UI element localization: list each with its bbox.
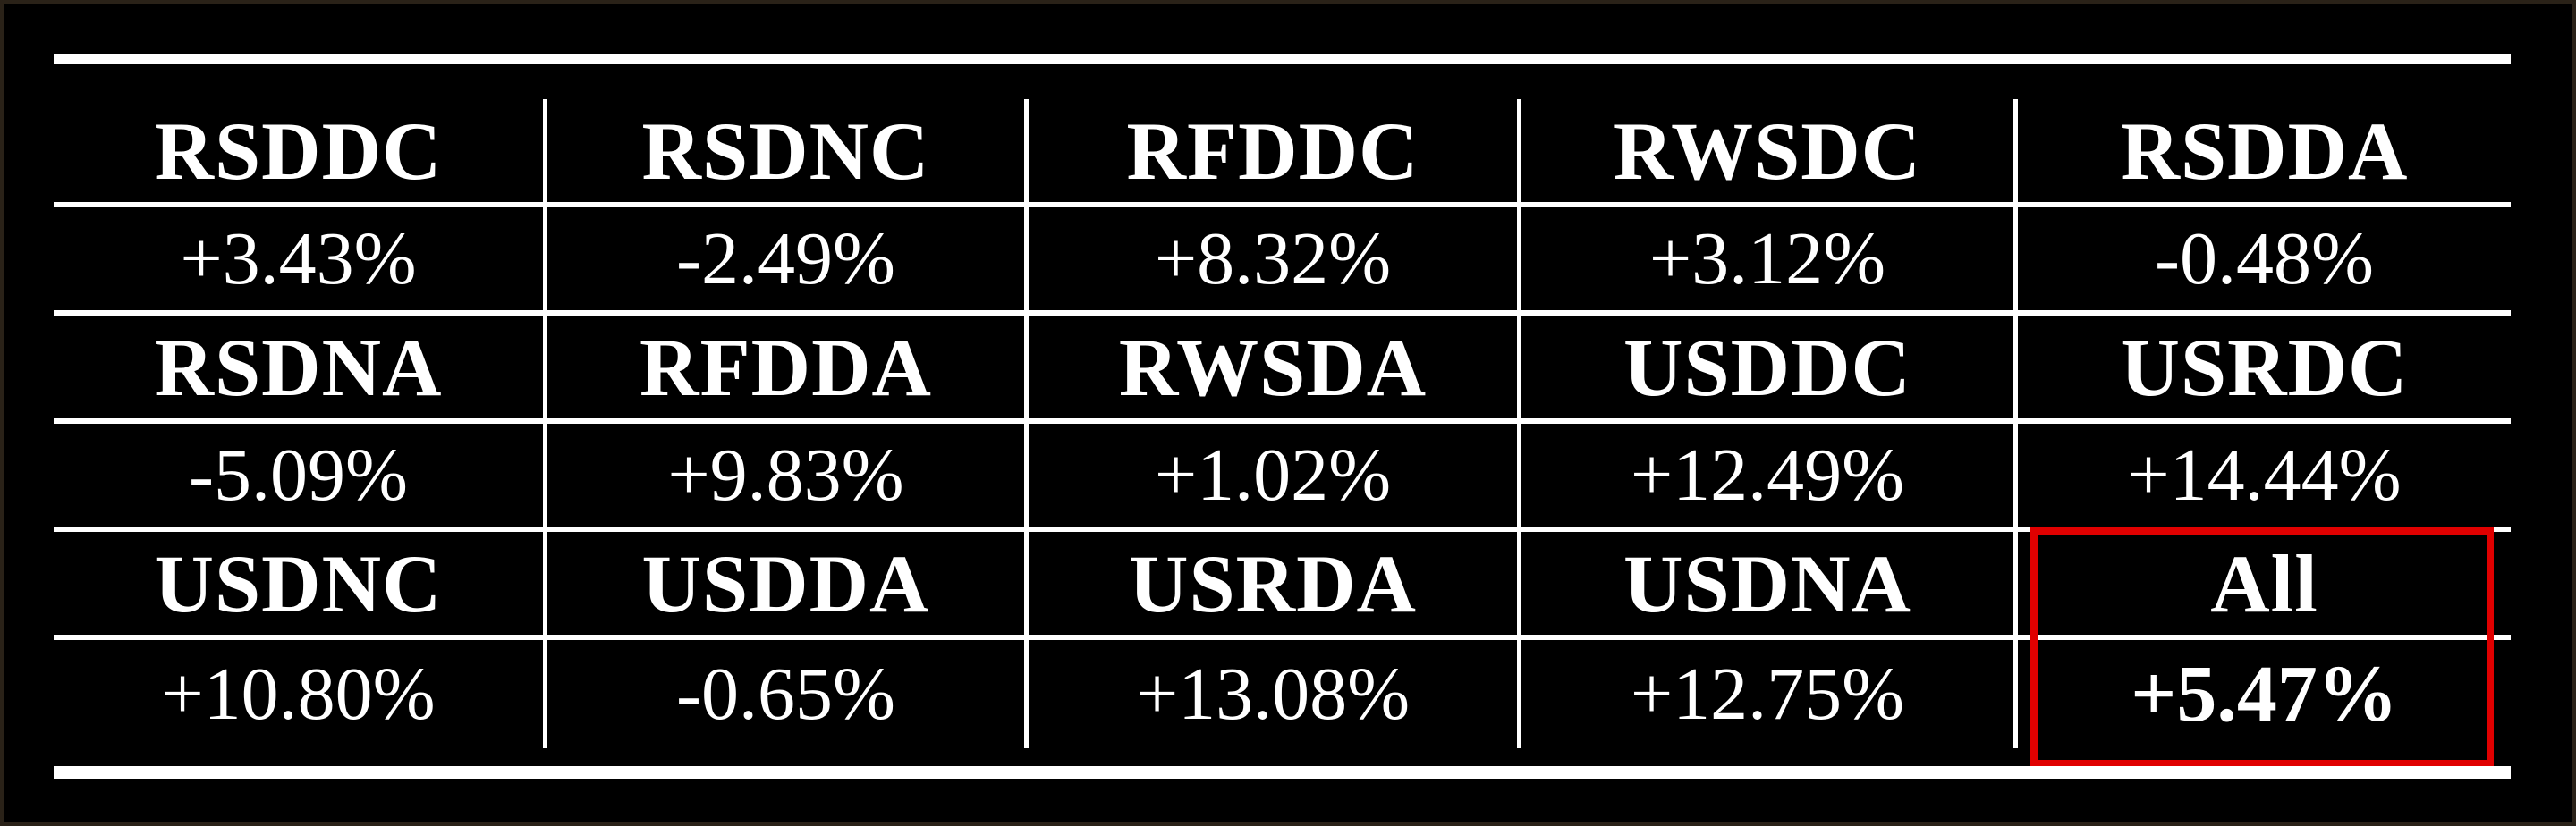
top-rule: [54, 54, 2511, 64]
value-cell-all: +5.47%: [2013, 640, 2511, 748]
header-cell-rfdda: RFDDA: [543, 316, 1024, 424]
header-cell-usdda: USDDA: [543, 532, 1024, 640]
value-cell-rfddc: +8.32%: [1024, 207, 1517, 316]
header-cell-usdna: USDNA: [1517, 532, 2013, 640]
header-cell-usrda: USRDA: [1024, 532, 1517, 640]
results-table: RSDDC RSDNC RFDDC RWSDC RSDDA +3.43% -2.…: [54, 99, 2511, 748]
bottom-rule: [54, 766, 2511, 779]
value-cell-usddc: +12.49%: [1517, 424, 2013, 532]
value-cell-rsddc: +3.43%: [54, 207, 543, 316]
value-cell-rwsda: +1.02%: [1024, 424, 1517, 532]
value-cell-usrdc: +14.44%: [2013, 424, 2511, 532]
value-cell-rsdna: -5.09%: [54, 424, 543, 532]
value-cell-rwsdc: +3.12%: [1517, 207, 2013, 316]
value-cell-usdnc: +10.80%: [161, 653, 436, 736]
header-cell-rfddc: RFDDC: [1024, 99, 1517, 207]
header-cell-all: All: [2013, 532, 2511, 640]
value-cell-usdda: -0.65%: [543, 640, 1024, 748]
header-cell-rsddc: RSDDC: [54, 99, 543, 207]
header-cell-usrdc: USRDC: [2013, 316, 2511, 424]
value-cell-rsdnc: -2.49%: [543, 207, 1024, 316]
header-cell-rwsdc: RWSDC: [1517, 99, 2013, 207]
header-cell-usddc: USDDC: [1517, 316, 2013, 424]
value-cell-usrda: +13.08%: [1024, 640, 1517, 748]
header-cell-usdnc: USDNC: [54, 532, 543, 640]
header-cell-rsdda: RSDDA: [2013, 99, 2511, 207]
value-cell-rfdda: +9.83%: [543, 424, 1024, 532]
value-cell-rsdda: -0.48%: [2013, 207, 2511, 316]
header-cell-rwsda: RWSDA: [1024, 316, 1517, 424]
header-cell-rsdna: RSDNA: [54, 316, 543, 424]
header-cell-rsdnc: RSDNC: [543, 99, 1024, 207]
value-cell-usdna: +12.75%: [1517, 640, 2013, 748]
